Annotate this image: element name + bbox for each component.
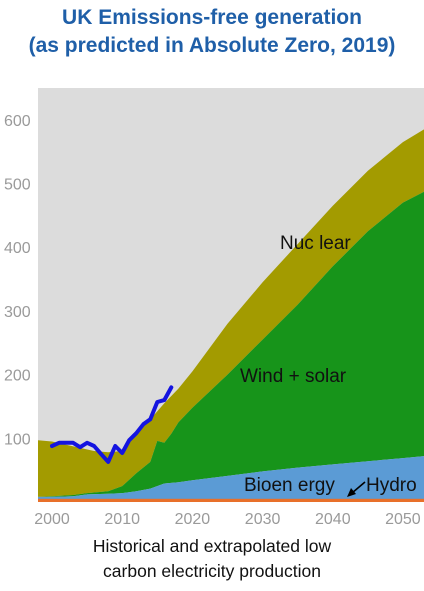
area-layers (38, 129, 424, 502)
area-labels: Nuc lear Wind + solar Bioen ergy Hydro (240, 233, 417, 496)
y-tick-label: 200 (4, 368, 31, 385)
label-nuclear: Nuc lear (280, 233, 351, 254)
y-tick-label: 400 (4, 240, 31, 257)
area-hydro (38, 498, 424, 502)
x-tick-label: 2020 (175, 511, 211, 528)
title-line-1: UK Emissions-free generation (62, 6, 362, 29)
label-hydro: Hydro (366, 475, 417, 496)
line-layers (50, 385, 174, 464)
area-bioenergy (38, 456, 424, 502)
x-axis-ticks: 2000 2010 2020 2030 2040 2050 (34, 511, 421, 528)
chart-caption: Historical and extrapolated low carbon e… (0, 534, 424, 584)
x-tick-label: 2050 (385, 511, 421, 528)
caption-line-2: carbon electricity production (103, 561, 321, 581)
x-tick-label: 2040 (315, 511, 351, 528)
hydro-arrow (347, 481, 366, 497)
y-tick-label: 300 (4, 304, 31, 321)
y-tick-label: 100 (4, 431, 31, 448)
area-nuclear (38, 129, 424, 497)
y-tick-label: 500 (4, 177, 31, 194)
y-tick-label: 600 (4, 113, 31, 130)
x-tick-label: 2010 (104, 511, 140, 528)
area-wind-solar (38, 191, 424, 497)
title-line-2: (as predicted in Absolute Zero, 2019) (28, 34, 396, 57)
chart-title: UK Emissions-free generation (as predict… (0, 4, 424, 60)
caption-line-1: Historical and extrapolated low (92, 536, 332, 556)
historical-total-line (50, 385, 174, 464)
label-wind-solar: Wind + solar (240, 366, 347, 387)
label-bioenergy: Bioen ergy (244, 475, 335, 496)
x-tick-label: 2030 (245, 511, 281, 528)
x-tick-label: 2000 (34, 511, 70, 528)
y-axis-ticks: 100 200 300 400 500 600 (4, 113, 31, 448)
